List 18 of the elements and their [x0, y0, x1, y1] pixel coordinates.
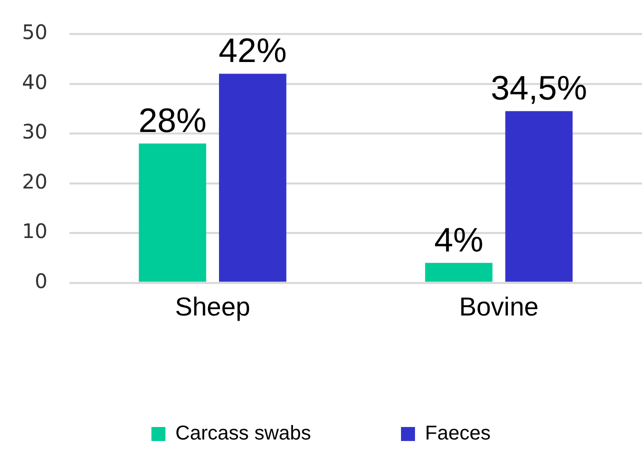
bar: [505, 111, 573, 282]
bar: [219, 74, 286, 282]
bar: [425, 262, 492, 282]
data-label: 34,5%: [490, 70, 588, 108]
y-tick-label: 10: [22, 219, 48, 244]
y-tick-label: 20: [22, 169, 48, 194]
legend-label: Faeces: [425, 422, 491, 445]
x-tick-label: Sheep: [174, 292, 250, 322]
y-tick-label: 40: [22, 70, 48, 94]
y-tick-label: 0: [34, 269, 48, 294]
bar: [138, 143, 206, 282]
data-label: 42%: [218, 32, 287, 70]
y-tick-label: 30: [22, 120, 48, 144]
y-tick-label: 50: [22, 20, 48, 44]
data-label: 28%: [138, 102, 207, 140]
x-tick-label: Bovine: [459, 292, 539, 322]
legend-label: Carcass swabs: [175, 422, 312, 445]
data-label: 4%: [434, 221, 484, 260]
